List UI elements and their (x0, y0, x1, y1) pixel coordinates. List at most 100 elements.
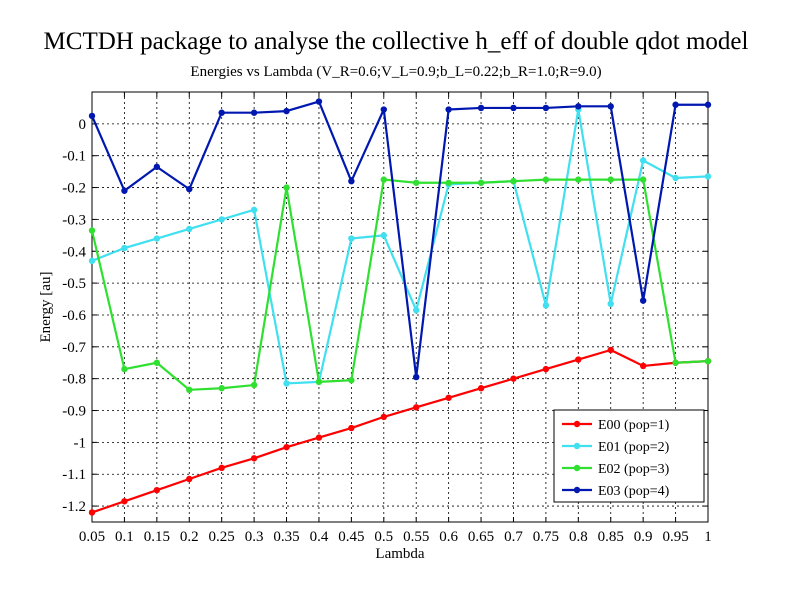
data-point (121, 365, 128, 373)
data-point (380, 106, 387, 113)
data-point (413, 179, 420, 186)
data-point (380, 232, 387, 239)
data-point (250, 455, 258, 462)
data-point (413, 306, 420, 314)
legend-swatch-marker (573, 442, 581, 450)
data-point (348, 235, 355, 242)
data-point (283, 107, 290, 115)
legend-entry: E03 (pop=4) (562, 484, 670, 499)
legend-entry: E01 (pop=2) (562, 440, 670, 455)
data-point (250, 206, 258, 214)
legend-label: E01 (pop=2) (598, 440, 670, 455)
x-tick-label: 0.75 (533, 529, 559, 545)
data-point (542, 176, 550, 183)
data-point (542, 302, 550, 309)
series-line (90, 178, 709, 391)
x-tick-label: 0.65 (468, 529, 494, 545)
legend-label: E03 (pop=4) (598, 484, 670, 499)
data-point (121, 498, 128, 505)
data-point (639, 362, 647, 370)
data-point (348, 424, 355, 432)
data-point (186, 386, 193, 394)
data-point (186, 475, 193, 483)
data-point (704, 173, 712, 180)
y-tick-label: -0.2 (62, 181, 86, 197)
y-tick-label: -1.2 (62, 499, 86, 515)
data-point (186, 185, 193, 193)
data-point (575, 103, 582, 110)
data-point (218, 216, 225, 223)
y-tick-label: -1.1 (62, 467, 86, 483)
data-point (380, 413, 387, 421)
x-tick-label: 0.95 (662, 529, 688, 545)
x-tick-label: 0.4 (310, 529, 329, 545)
series-line (91, 108, 709, 385)
data-point (121, 187, 128, 194)
x-tick-label: 0.35 (273, 529, 299, 545)
data-point (607, 176, 614, 183)
legend-label: E00 (pop=1) (598, 418, 670, 433)
data-point (153, 163, 161, 171)
chart-subtitle: Energies vs Lambda (V_R=0.6;V_L=0.9;b_L=… (190, 64, 602, 80)
y-axis-label: Energy [au] (38, 272, 54, 343)
legend-swatch-marker (573, 486, 581, 494)
series-3 (88, 98, 712, 381)
data-point (510, 375, 517, 382)
y-tick-label: -0.6 (62, 308, 86, 324)
data-point (445, 106, 452, 113)
data-point (413, 373, 420, 381)
x-tick-label: 0.85 (598, 529, 624, 545)
data-point (413, 404, 420, 411)
data-point (445, 179, 452, 186)
data-point (639, 297, 647, 304)
x-tick-label: 0.8 (569, 529, 588, 545)
data-point (283, 380, 290, 387)
legend-swatch-marker (573, 420, 581, 428)
data-point (445, 394, 452, 401)
x-tick-label: 0.5 (374, 529, 393, 545)
legend-swatch-marker (573, 464, 581, 472)
data-point (250, 381, 258, 389)
data-point (153, 359, 161, 366)
data-point (575, 356, 582, 363)
x-tick-label: 1 (704, 529, 712, 545)
series-line (91, 348, 709, 514)
series-2 (88, 176, 712, 394)
data-point (542, 104, 550, 112)
data-point (348, 177, 355, 185)
plot-frame (91, 91, 709, 523)
x-tick-label: 0.1 (115, 529, 134, 545)
x-tick-label: 0.15 (144, 529, 170, 545)
axis-ticks: 0.05 0.1 0.15 0.2 0.25 0.3 0.35 0.4 0.45 0.5 0.55 0… (62, 92, 712, 545)
x-tick-label: 0.3 (245, 529, 264, 545)
data-point (704, 357, 712, 365)
x-tick-label: 0.7 (504, 529, 523, 545)
data-point (672, 359, 679, 366)
data-point (575, 176, 582, 183)
data-point (153, 235, 161, 242)
data-point (542, 365, 550, 373)
data-point (380, 176, 387, 183)
legend-entry: E02 (pop=3) (562, 462, 670, 477)
data-point (218, 385, 225, 392)
x-axis-label: Lambda (375, 546, 424, 562)
data-point (672, 174, 679, 182)
data-point (250, 109, 258, 116)
x-tick-label: 0.05 (79, 529, 105, 545)
y-tick-label: -1 (74, 435, 87, 451)
data-point (639, 176, 647, 183)
data-point (88, 227, 96, 234)
legend: E00 (pop=1) E01 (pop=2) E02 (pop=3) E03 (po… (553, 409, 705, 503)
legend-label: E02 (pop=3) (598, 462, 670, 477)
data-point (607, 300, 614, 308)
data-point (315, 98, 323, 105)
data-point (88, 257, 96, 265)
data-point (315, 378, 323, 386)
x-tick-label: 0.45 (338, 529, 364, 545)
data-point (88, 509, 96, 516)
legend-entry: E00 (pop=1) (562, 418, 670, 433)
data-point (639, 157, 647, 164)
x-tick-label: 0.2 (180, 529, 199, 545)
data-point (283, 184, 290, 191)
y-tick-label: -0.7 (62, 340, 86, 356)
